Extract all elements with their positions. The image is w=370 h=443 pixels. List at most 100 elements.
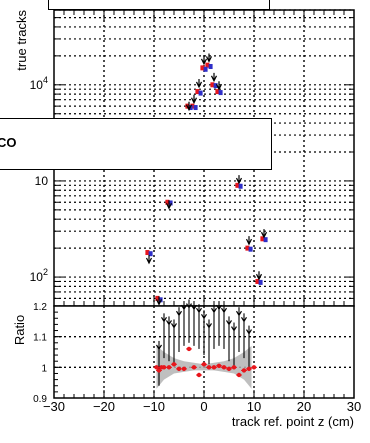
ratio-red-point (241, 368, 247, 373)
top-point-black (155, 296, 163, 306)
bottom-x-tick-label: 0 (200, 399, 207, 414)
top-point-black (235, 175, 243, 185)
bottom-frame (53, 305, 355, 399)
ratio-black-point (205, 323, 213, 329)
top-point-red (165, 199, 170, 205)
ratio-red-point (156, 368, 162, 373)
ratio-red-point (191, 365, 197, 370)
top-point-black (255, 271, 263, 281)
ratio-black-point (210, 307, 218, 314)
ratio-red-point (176, 366, 182, 372)
legend-label: CO (0, 135, 17, 150)
ratio-red-point (246, 366, 252, 372)
top-y-axis-label: true tracks (14, 10, 29, 71)
top-point-blue (218, 90, 223, 96)
ratio-black-point (245, 329, 253, 335)
bottom-points (153, 299, 257, 386)
top-point-black (260, 229, 268, 239)
top-point-blue (258, 279, 263, 285)
top-point-red (195, 89, 200, 95)
top-point-black (185, 101, 193, 112)
ratio-red-point (231, 365, 237, 370)
ratio-black-point (240, 317, 248, 323)
top-point-blue (213, 83, 218, 89)
ratio-black-point (195, 307, 203, 314)
bottom-y-tick-label: 1.2 (33, 302, 47, 313)
ratio-black-point (200, 313, 208, 320)
legend-box: CO (0, 118, 272, 170)
top-point-black (245, 236, 253, 246)
top-point-black (205, 53, 213, 63)
ratio-red-point (226, 366, 232, 372)
bottom-x-tick-label: 30 (347, 399, 361, 414)
top-y-tick-label: 104 (30, 75, 48, 92)
ratio-red-point (221, 365, 227, 370)
bottom-y-tick-label: 0.9 (33, 394, 47, 405)
top-y-tick-label: 10 (35, 174, 49, 188)
top-point-blue (148, 251, 153, 257)
bottom-panel: Ratio 0.9 1 1.1 1.2 −30 −20 −10 0 10 20 30 track … (12, 299, 361, 429)
top-point-blue (193, 105, 198, 111)
ratio-black-point (230, 326, 238, 332)
bottom-y-tick-label: 1.1 (33, 333, 47, 344)
ratio-red-point (201, 362, 207, 367)
top-point-blue (203, 66, 208, 72)
top-point-red (155, 295, 160, 301)
ratio-red-point (161, 365, 167, 370)
ratio-red-point (236, 372, 242, 378)
ratio-red-point (171, 362, 177, 367)
top-point-red (260, 236, 265, 242)
top-point-blue (208, 64, 213, 70)
top-point-blue (198, 90, 203, 96)
top-point-red (235, 182, 240, 188)
top-point-black (195, 78, 203, 89)
ratio-black-point (175, 310, 183, 317)
bottom-x-tick-label: 20 (297, 399, 311, 414)
ratio-black-point (235, 310, 243, 317)
ratio-red-point (251, 365, 257, 370)
bottom-x-tick-labels: −30 −20 −10 0 10 20 30 (43, 399, 361, 414)
ratio-black-point (220, 307, 228, 314)
ratio-red-point (216, 363, 222, 368)
ratio-black-point (165, 320, 173, 326)
bottom-y-axis-label: Ratio (12, 315, 27, 345)
top-point-black (165, 200, 173, 210)
top-y-tick-labels: 102 10 104 (30, 75, 49, 284)
bottom-x-tick-label: −10 (143, 399, 165, 414)
top-point-black (210, 72, 218, 83)
ratio-black-point (160, 317, 168, 323)
top-point-blue (263, 237, 268, 243)
ratio-black-point (170, 323, 178, 329)
top-point-red (145, 250, 150, 256)
top-point-black (190, 94, 198, 105)
top-y-tick-label: 102 (30, 267, 48, 284)
ratio-red-point (154, 365, 159, 370)
bottom-y-tick-labels: 0.9 1 1.1 1.2 (33, 302, 47, 405)
ratio-red-point (211, 365, 217, 370)
bottom-x-tick-label: −20 (93, 399, 115, 414)
ratio-red-point (166, 365, 172, 370)
bottom-x-axis-label: track ref. point z (cm) (232, 414, 354, 429)
top-point-black (215, 81, 223, 91)
top-legend-fragment (48, 0, 270, 10)
bottom-x-tick-label: 10 (247, 399, 261, 414)
top-point-red (215, 89, 220, 95)
top-point-red (200, 65, 205, 71)
top-point-red (255, 278, 260, 284)
top-point-blue (168, 200, 173, 206)
top-ticks (53, 9, 355, 307)
bottom-x-tick-label: −30 (43, 399, 65, 414)
top-point-black (145, 255, 153, 265)
bottom-y-tick-label: 1 (41, 363, 47, 374)
top-point-blue (248, 246, 253, 252)
top-point-blue (158, 297, 163, 303)
ratio-black-point (185, 303, 193, 309)
ratio-red-point (206, 365, 212, 370)
ratio-black-point (225, 320, 233, 326)
top-point-blue (238, 183, 243, 189)
ratio-red-point (196, 372, 202, 378)
top-point-red (245, 245, 250, 251)
ratio-red-point (186, 346, 192, 352)
top-point-red (210, 82, 215, 88)
